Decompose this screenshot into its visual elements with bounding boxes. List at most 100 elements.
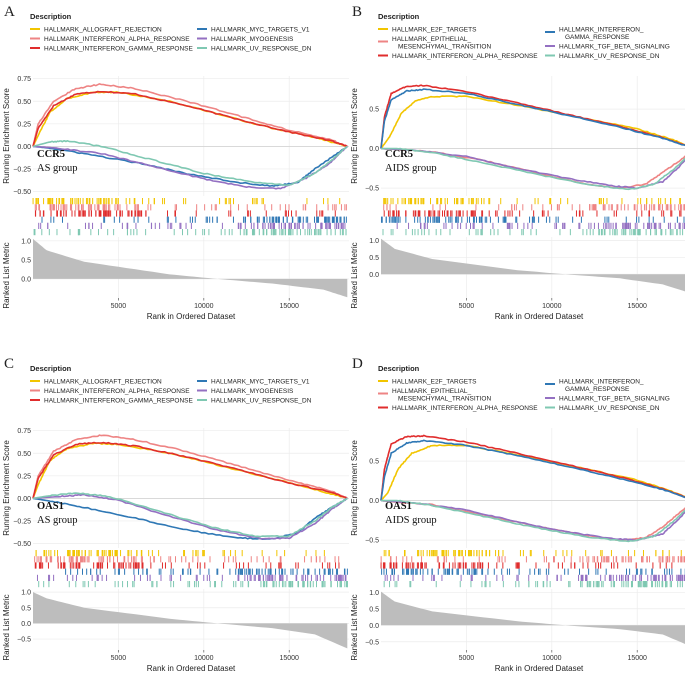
legend-entry: HALLMARK_INTERFERON_ALPHA_RESPONSE (392, 53, 538, 60)
y-tick-label: 0.00 (17, 144, 31, 151)
legend-line: HALLMARK_EPITHELIAL_ (392, 388, 472, 395)
legend-entry: HALLMARK_INTERFERON_ALPHA_RESPONSE (44, 388, 190, 395)
metric-y-tick-label: 1.0 (369, 238, 379, 245)
metric-y-tick-label: −0.5 (17, 637, 31, 644)
y-tick-label: 0.5 (369, 459, 379, 466)
x-tick-label: 5000 (459, 655, 475, 662)
legend-entry: HALLMARK_UV_RESPONSE_DN (211, 45, 312, 52)
legend-line: GAMMA_RESPONSE (565, 386, 630, 393)
gene-label: OAS1 (385, 501, 412, 512)
series-line (32, 145, 348, 187)
es-plot-bg (381, 428, 685, 548)
legend-entry: HALLMARK_INTERFERON_ALPHA_RESPONSE (44, 36, 190, 43)
series-line (380, 84, 685, 149)
x-tick-label: 10000 (542, 655, 562, 662)
hit-band (38, 581, 348, 588)
metric-y-tick-label: 0.5 (369, 255, 379, 262)
legend-entry: HALLMARK_E2F_TARGETS (392, 378, 477, 385)
metric-y-axis-title: Ranked List Metric (350, 594, 359, 660)
legend: Description HALLMARK_ALLOGRAFT_REJECTION H… (30, 364, 312, 404)
legend-entry: HALLMARK_MYOGENESIS (211, 388, 294, 395)
y-tick-label: −0.25 (13, 166, 31, 173)
hit-band (36, 574, 347, 581)
legend: Description HALLMARK_E2F_TARGETS HALLMARK_… (378, 12, 670, 60)
hit-band (380, 562, 673, 569)
legend-title: Description (30, 364, 72, 373)
hit-band (34, 556, 340, 563)
panel-label: C (4, 356, 14, 372)
y-tick-label: −0.50 (13, 541, 31, 548)
metric-y-tick-label: 0.5 (21, 605, 31, 612)
panel-c: C Description HALLMARK_ALLOGRAFT_REJECTION… (2, 356, 349, 673)
series-line (380, 434, 685, 501)
metric-y-axis-title: Ranked List Metric (2, 242, 11, 308)
x-tick-label: 15000 (627, 303, 647, 310)
y-tick-label: 0.00 (17, 496, 31, 503)
legend-entry: HALLMARK_INTERFERON_ALPHA_RESPONSE (392, 405, 538, 412)
y-tick-label: 0.50 (17, 99, 31, 106)
series-line (380, 439, 685, 501)
metric-y-tick-label: 0.0 (21, 621, 31, 628)
group-label: AIDS group (385, 163, 437, 174)
metric-area (33, 592, 348, 649)
hit-band (33, 229, 347, 236)
es-y-axis-title: Running Enrichment Score (350, 440, 359, 536)
x-tick-label: 15000 (279, 655, 299, 662)
y-tick-label: 0.75 (17, 428, 31, 435)
y-tick-label: −0.50 (13, 189, 31, 196)
metric-y-tick-label: 0.5 (21, 257, 31, 264)
x-axis-title: Rank in Ordered Dataset (495, 312, 584, 321)
es-y-axis-title: Running Enrichment Score (2, 440, 11, 536)
panel-label: B (352, 4, 362, 20)
series-line (380, 147, 685, 190)
x-axis-title: Rank in Ordered Dataset (147, 664, 236, 673)
hit-band (381, 568, 685, 575)
series-line (32, 493, 348, 540)
metric-area (33, 238, 348, 298)
metric-y-tick-label: −0.5 (365, 639, 379, 646)
es-plot-bg (33, 428, 349, 548)
hit-band (383, 210, 682, 217)
legend-title: Description (378, 12, 420, 21)
hit-band (65, 568, 348, 575)
panel-label: D (352, 356, 363, 372)
panel-label: A (4, 4, 15, 20)
hit-band (34, 204, 347, 211)
metric-y-tick-label: 1.0 (21, 590, 31, 597)
y-tick-label: −0.5 (365, 186, 379, 193)
legend-line: HALLMARK_EPITHELIAL_ (392, 36, 472, 43)
legend-line: MESENCHYMAL_TRANSITION (398, 395, 491, 402)
hit-band (384, 574, 685, 581)
x-tick-label: 10000 (542, 303, 562, 310)
panel-b: B Description HALLMARK_E2F_TARGETS HALLMARK… (350, 4, 685, 321)
series-line (32, 140, 348, 186)
hit-band (38, 222, 346, 229)
legend-line: HALLMARK_INTERFERON_ (559, 26, 644, 33)
x-tick-label: 5000 (111, 303, 127, 310)
hit-band (383, 581, 683, 588)
hit-band (383, 198, 681, 205)
metric-y-tick-label: 0.0 (369, 623, 379, 630)
x-tick-label: 5000 (459, 303, 475, 310)
legend-entry: HALLMARK_MYC_TARGETS_V1 (211, 26, 310, 33)
hit-band (382, 229, 684, 236)
metric-y-tick-label: 0.5 (369, 606, 379, 613)
metric-area (381, 591, 685, 644)
series-line (32, 492, 348, 538)
legend-entry: HALLMARK_ALLOGRAFT_REJECTION (44, 378, 162, 385)
legend-entry: HALLMARK_INTERFERON_GAMMA_RESPONSE (559, 378, 644, 393)
series-line (32, 497, 348, 540)
hit-band (41, 216, 347, 223)
legend-line: HALLMARK_INTERFERON_ (559, 378, 644, 385)
series-line (32, 83, 348, 148)
legend-entry: HALLMARK_MYOGENESIS (211, 36, 294, 43)
legend-title: Description (378, 364, 420, 373)
hit-band (35, 550, 325, 557)
series-line (381, 147, 685, 191)
group-label: AIDS group (385, 515, 437, 526)
gene-label: OAS1 (37, 501, 64, 512)
x-axis-title: Rank in Ordered Dataset (147, 312, 236, 321)
legend: Description HALLMARK_E2F_TARGETS HALLMARK_… (378, 364, 670, 412)
y-tick-label: −0.5 (365, 538, 379, 545)
